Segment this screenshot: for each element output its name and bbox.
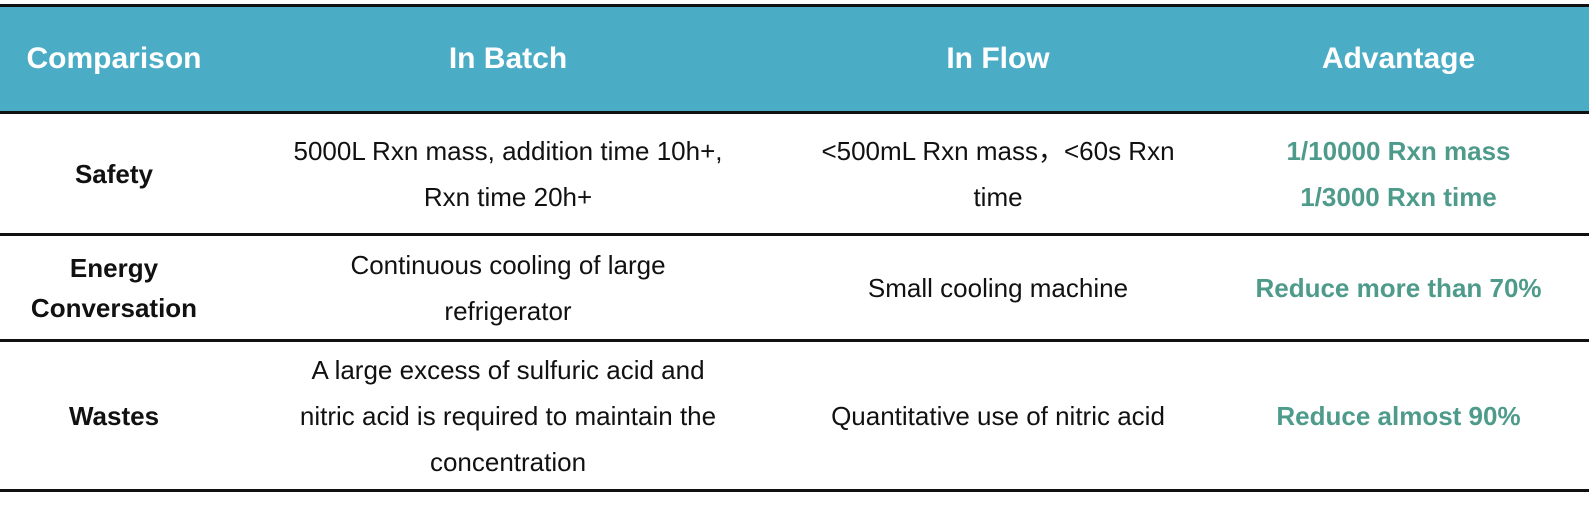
table-cell: Continuous cooling of large refrigerator (228, 234, 788, 342)
cell-line: 1/10000 Rxn mass (1286, 135, 1511, 166)
table-cell: Energy Conversation (0, 234, 228, 342)
table-cell: <500mL Rxn mass，<60s Rxn time (788, 112, 1208, 236)
cell-line: Wastes (68, 400, 160, 431)
cell-line: A large excess of sulfuric acid and (311, 354, 705, 385)
table-cell: Wastes (0, 340, 228, 492)
header-cell: Advantage (1208, 4, 1589, 114)
cell-line: concentration (429, 446, 587, 477)
table-cell: Safety (0, 112, 228, 236)
table-cell: Small cooling machine (788, 234, 1208, 342)
comparison-table: Comparison In Batch In Flow Advantage Safet… (0, 4, 1589, 492)
table-cell: 1/10000 Rxn mass 1/3000 Rxn time (1208, 112, 1589, 236)
header-cell: Comparison (0, 4, 228, 114)
table-cell: 5000L Rxn mass, addition time 10h+, Rxn t… (228, 112, 788, 236)
table-row: Energy Conversation Continuous cooling of … (0, 234, 1589, 342)
cell-line: 1/3000 Rxn time (1300, 181, 1497, 212)
cell-line: Continuous cooling of large (350, 249, 666, 280)
cell-line: nitric acid is required to maintain the (299, 400, 717, 431)
header-cell: In Flow (788, 4, 1208, 114)
cell-line: Energy (69, 252, 159, 283)
cell-line: Safety (74, 158, 154, 189)
table-cell: Reduce more than 70% (1208, 234, 1589, 342)
table-cell: A large excess of sulfuric acid and nitri… (228, 340, 788, 492)
cell-line: <500mL Rxn mass，<60s Rxn (821, 135, 1175, 166)
cell-line: Quantitative use of nitric acid (831, 400, 1165, 431)
cell-line: Conversation (30, 292, 198, 323)
table-row: Wastes A large excess of sulfuric acid an… (0, 340, 1589, 492)
cell-line: 5000L Rxn mass, addition time 10h+, (293, 135, 723, 166)
cell-line: refrigerator (444, 295, 572, 326)
cell-line: Rxn time 20h+ (423, 181, 593, 212)
header-row: Comparison In Batch In Flow Advantage (0, 4, 1589, 114)
table-cell: Reduce almost 90% (1208, 340, 1589, 492)
header-cell: In Batch (228, 4, 788, 114)
cell-line: Reduce more than 70% (1255, 272, 1542, 303)
table-body: Safety 5000L Rxn mass, addition time 10h+… (0, 112, 1589, 492)
cell-line: time (973, 181, 1023, 212)
table-row: Safety 5000L Rxn mass, addition time 10h+… (0, 112, 1589, 236)
cell-line: Reduce almost 90% (1276, 400, 1521, 431)
cell-line: Small cooling machine (867, 272, 1129, 303)
table-cell: Quantitative use of nitric acid (788, 340, 1208, 492)
